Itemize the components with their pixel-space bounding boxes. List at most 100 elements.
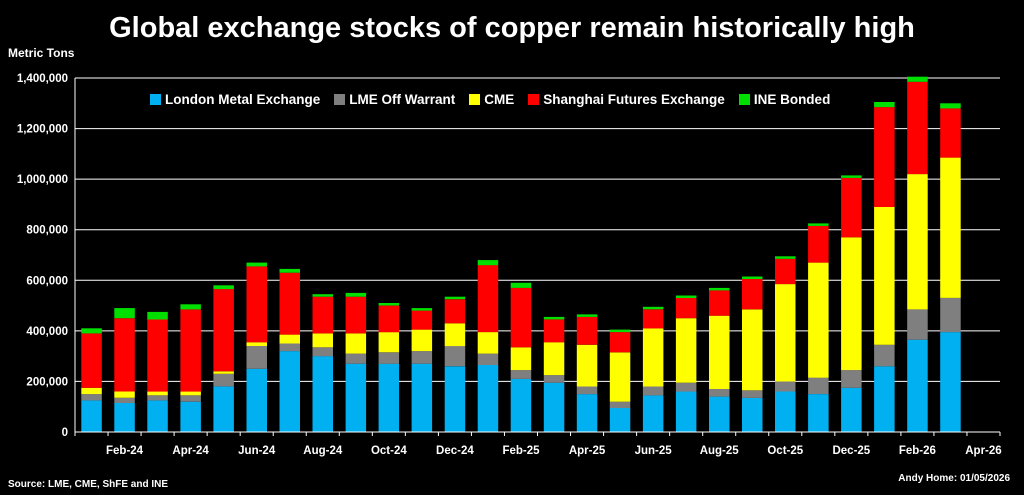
bar-segment (345, 363, 367, 432)
bar-segment (609, 329, 631, 333)
legend-swatch-lme (150, 94, 161, 105)
bar-segment (874, 102, 895, 108)
legend-swatch-lme-off-warrant (334, 94, 346, 105)
bar-segment (609, 332, 631, 353)
bar-segment (775, 258, 796, 285)
bar-segment (808, 377, 829, 394)
bar-segment (576, 316, 598, 345)
bar-segment (378, 332, 400, 353)
y-tick-label: 1,400,000 (17, 73, 68, 85)
bar-segment (411, 310, 433, 330)
bar-segment (114, 397, 135, 403)
bar-segment (180, 304, 201, 310)
bar-segment (907, 174, 928, 310)
x-tick-label: Jun-24 (238, 445, 276, 457)
bar-segment (279, 334, 300, 344)
bar-segment (213, 386, 234, 432)
bar-segment (874, 207, 895, 345)
bar-segment (81, 387, 102, 395)
bar-segment (543, 319, 565, 343)
bar-segment (279, 272, 300, 335)
bar-segment (312, 333, 333, 348)
bar-segment (841, 177, 862, 238)
bar-segment (940, 298, 961, 333)
bar-segment (81, 328, 102, 334)
bar-segment (345, 292, 367, 297)
legend-item-ine: INE Bonded (738, 92, 831, 107)
bar-segment (411, 351, 433, 364)
bar-segment (312, 294, 333, 297)
bar-segment (510, 282, 532, 288)
bar-segment (642, 328, 664, 387)
bar-segment (642, 306, 664, 310)
bar-segment (841, 387, 862, 433)
bar-segment (907, 339, 928, 432)
bar-segment (907, 76, 928, 82)
bar-segment (312, 296, 333, 334)
bar-segment (180, 391, 201, 396)
x-tick-label: Feb-24 (106, 445, 144, 457)
author-credit: Andy Home: 01/05/2026 (898, 473, 1010, 484)
legend-swatch-cme (469, 94, 481, 105)
y-tick-label: 1,000,000 (17, 174, 68, 186)
bar-segment (345, 333, 367, 354)
bar-segment (510, 378, 532, 432)
axes: 0 200,000 400,000 600,000 800,000 1,000,000 1,… (17, 73, 1002, 457)
bar-segment (477, 365, 499, 432)
bar-segment (180, 395, 201, 402)
bar-segment (444, 323, 466, 347)
bar-segment (576, 344, 598, 387)
y-tick-label: 0 (62, 427, 68, 439)
bar-segment (709, 389, 730, 397)
bar-segment (411, 363, 433, 432)
x-tick-label: Jun-25 (635, 445, 673, 457)
bar-segment (444, 366, 466, 432)
bar-segment (841, 370, 862, 388)
bar-segment (874, 344, 895, 367)
bar-segment (709, 315, 730, 389)
bar-segment (808, 394, 829, 432)
x-tick-label: Apr-25 (569, 445, 606, 457)
bar-segment (742, 390, 763, 398)
x-tick-label: Oct-24 (371, 445, 407, 457)
bar-segment (841, 237, 862, 371)
bar-segment (477, 265, 499, 333)
bar-segment (510, 347, 532, 371)
legend-label-ine: INE Bonded (753, 92, 831, 107)
bar-segment (940, 157, 961, 298)
bar-segment (675, 391, 697, 432)
bar-segment (444, 296, 466, 300)
bar-segment (378, 352, 400, 364)
bar-segment (609, 408, 631, 432)
bar-segment (81, 333, 102, 388)
bar-segment (940, 108, 961, 158)
bar-segment (180, 401, 201, 432)
bar-segment (808, 223, 829, 226)
y-tick-label: 800,000 (26, 225, 68, 237)
x-tick-label: Feb-26 (899, 445, 936, 457)
chart-title: Global exchange stocks of copper remain … (109, 12, 915, 44)
bar-segment (675, 382, 697, 392)
y-tick-label: 400,000 (26, 326, 68, 338)
bar-segment (543, 375, 565, 383)
bar-segment (709, 287, 730, 291)
bar-segment (808, 262, 829, 378)
bar-segment (642, 386, 664, 396)
legend-label-shfe: Shanghai Futures Exchange (543, 92, 725, 107)
bar-segment (81, 400, 102, 432)
y-axis-label: Metric Tons (8, 46, 75, 60)
bar-segment (510, 287, 532, 348)
bar-segment (312, 356, 333, 432)
bar-segment (246, 346, 267, 369)
legend-item-lme-off-warrant: LME Off Warrant (334, 92, 455, 107)
x-tick-label: Dec-24 (436, 445, 474, 457)
bar-segment (940, 332, 961, 432)
bar-segment (841, 175, 862, 178)
bar-segment (709, 396, 730, 432)
legend-item-cme: CME (469, 92, 514, 107)
bar-segment (675, 318, 697, 383)
bar-segment (576, 314, 598, 317)
bar-segment (775, 381, 796, 392)
bar-segment (213, 285, 234, 290)
